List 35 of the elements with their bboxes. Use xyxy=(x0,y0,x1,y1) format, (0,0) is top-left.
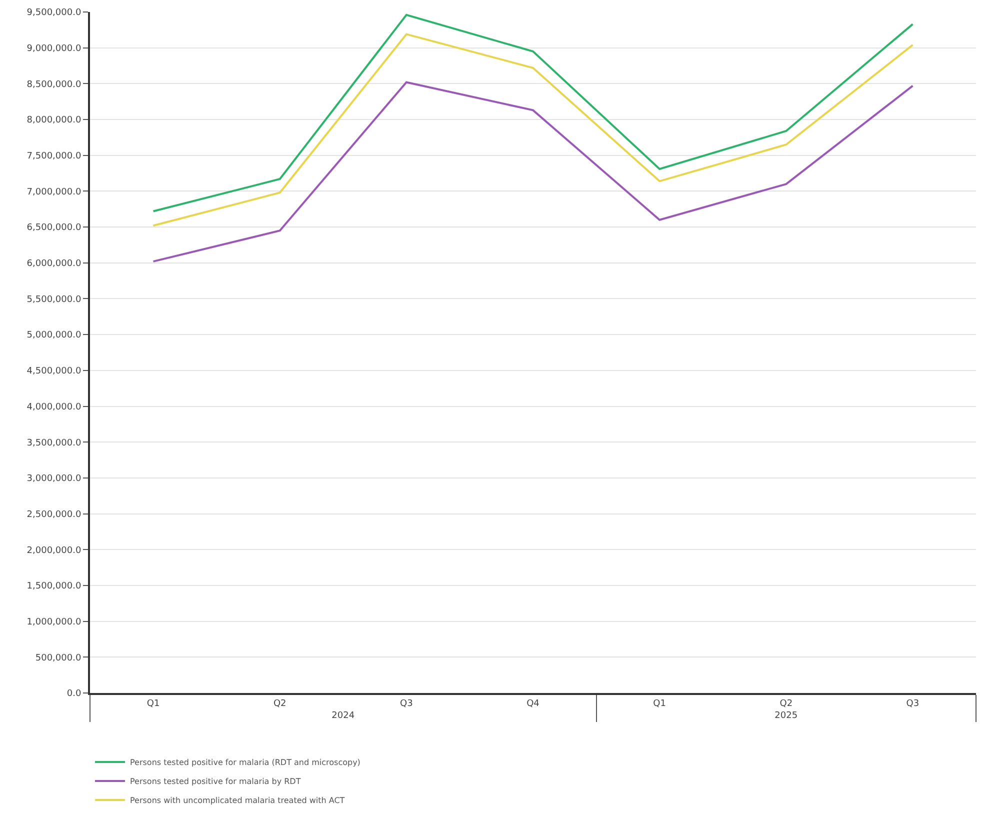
y-tick-label: 6,000,000.0 xyxy=(26,259,82,270)
line-series xyxy=(152,81,914,262)
y-tick-label: 9,000,000.0 xyxy=(26,44,82,54)
y-tick-label: 3,000,000.0 xyxy=(26,474,82,484)
text: 2024 xyxy=(332,710,355,721)
y-tick-label: 5,000,000.0 xyxy=(26,330,82,341)
line-series xyxy=(152,33,914,227)
x-tick-label: Q4 xyxy=(526,698,540,709)
y-tick-label: 3,500,000.0 xyxy=(26,438,82,448)
y-tick-label: 4,000,000.0 xyxy=(26,402,82,412)
y-tick-label: 4,500,000.0 xyxy=(26,366,82,377)
y-tick-label: 500,000.0 xyxy=(35,653,82,664)
x-tick-label: Q3 xyxy=(400,698,413,709)
x-tick-label: Q2 xyxy=(780,698,793,709)
y-tick-label: 2,000,000.0 xyxy=(26,546,82,556)
line-series xyxy=(152,14,914,212)
y-tick-label: 1,000,000.0 xyxy=(26,617,82,628)
x-tick-label: Q1 xyxy=(146,698,160,709)
y-tick-label: 7,500,000.0 xyxy=(26,152,82,162)
legend-label: Persons tested positive for malaria (RDT and microscopy) xyxy=(130,758,360,768)
y-tick-label: 2,500,000.0 xyxy=(26,510,82,520)
text: 2025 xyxy=(774,710,798,721)
y-tick-label: 6,500,000.0 xyxy=(26,223,82,234)
y-tick-label: 8,000,000.0 xyxy=(26,116,82,126)
y-tick-label: 1,500,000.0 xyxy=(26,582,82,592)
x-tick-label: Q2 xyxy=(273,698,286,709)
y-tick-label: 0.0 xyxy=(66,689,82,700)
y-tick-label: 8,500,000.0 xyxy=(26,80,82,90)
legend-label: Persons with uncomplicated malaria treated with ACT xyxy=(130,796,345,806)
x-tick-label: Q1 xyxy=(653,698,666,709)
y-tick-label: 7,000,000.0 xyxy=(26,187,82,198)
legend-label: Persons tested positive for malaria by RDT xyxy=(130,777,301,786)
x-tick-label: Q3 xyxy=(906,698,920,709)
y-tick-label: 9,500,000.0 xyxy=(26,8,82,18)
y-tick-label: 5,500,000.0 xyxy=(26,294,82,305)
